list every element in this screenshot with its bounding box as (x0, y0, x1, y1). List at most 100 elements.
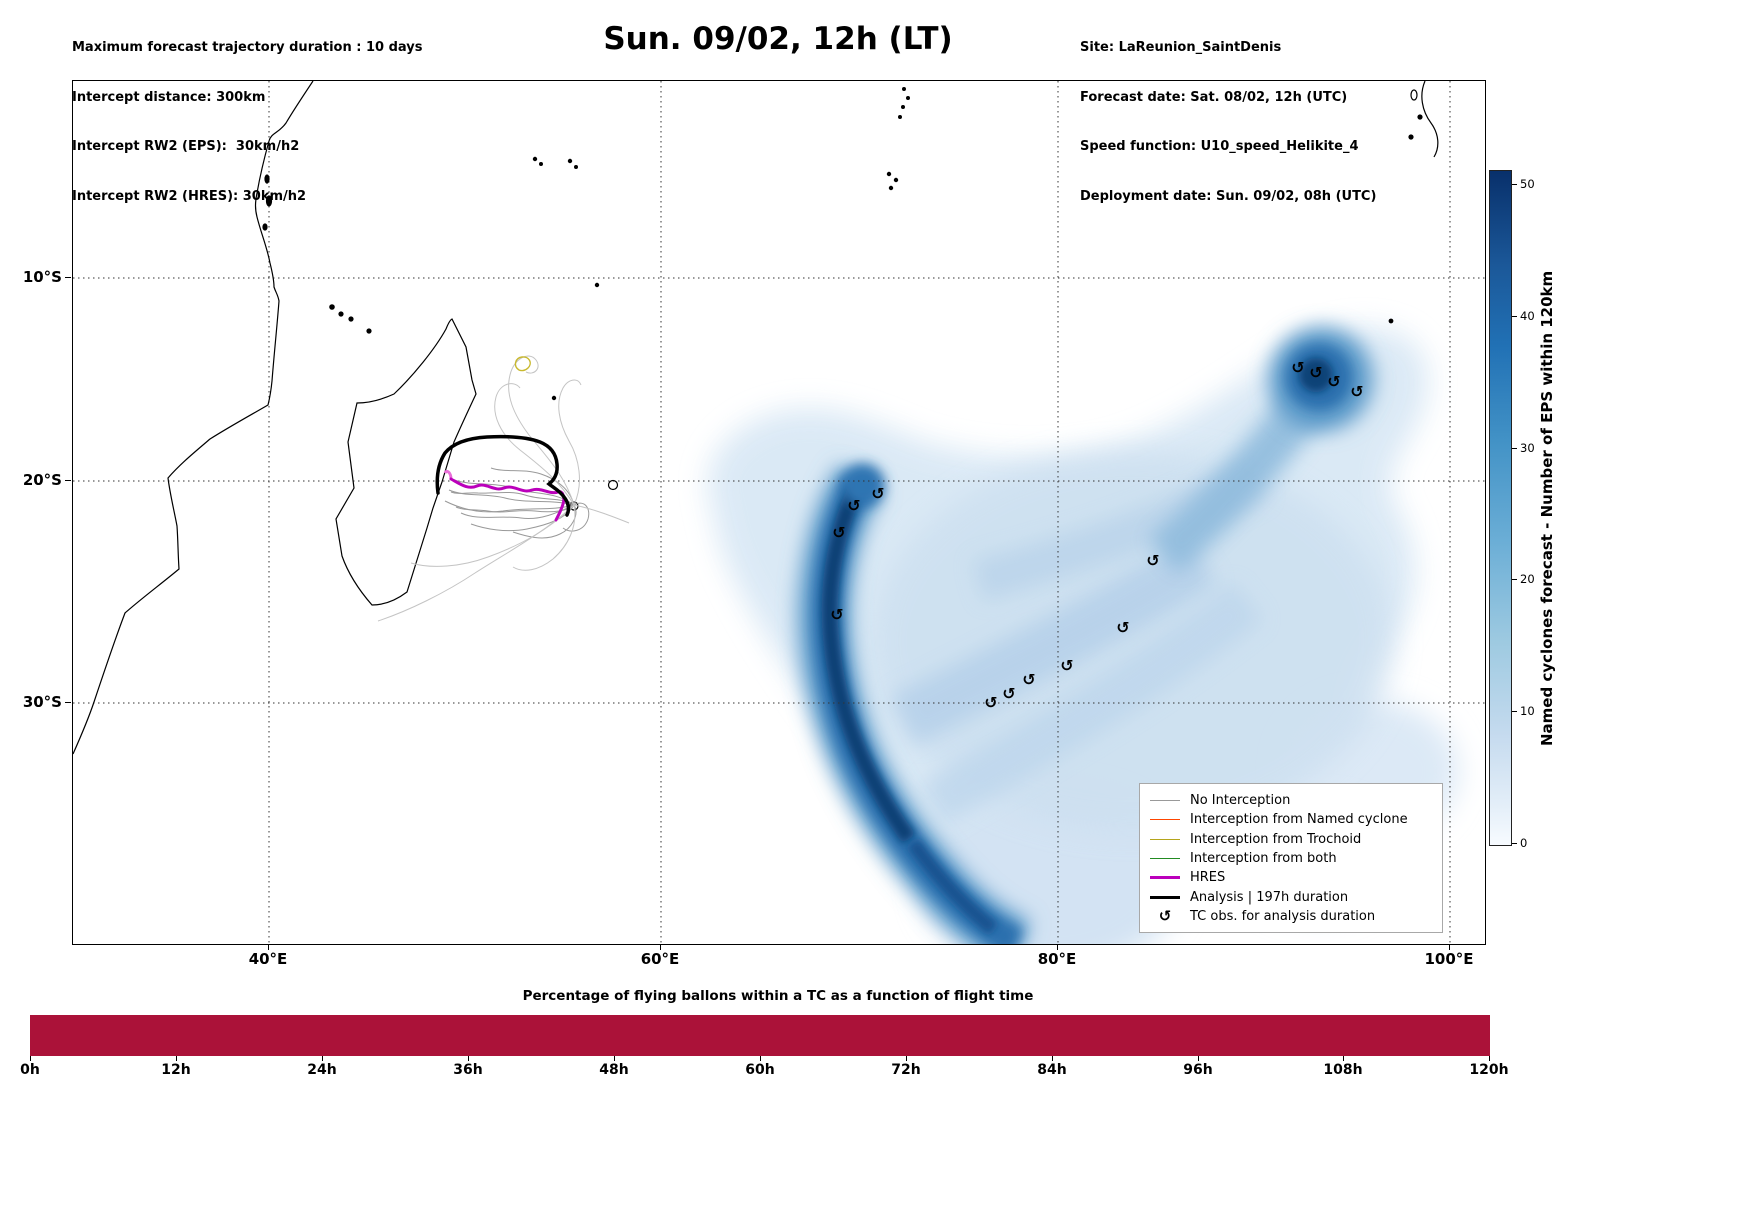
map-canvas: ↺ ↺ ↺ ↺ ↺ ↺ ↺ ↺ ↺ ↺ ↺ ↺ ↺ ↺ (73, 81, 1485, 944)
flight-time-tick-label: 84h (1037, 1062, 1067, 1078)
legend-item-label: Interception from Trochoid (1190, 831, 1362, 847)
legend-item-label: Analysis | 197h duration (1190, 889, 1349, 905)
island-maldives (897, 114, 902, 119)
flight-time-tick-label: 36h (453, 1062, 483, 1078)
legend-item: ↺ TC obs. for analysis duration (1150, 907, 1432, 926)
tc-obs-marker: ↺ (1350, 382, 1363, 401)
tc-obs-marker: ↺ (1327, 372, 1340, 391)
flight-time-tick-label: 0h (20, 1062, 40, 1078)
island-mafia (262, 223, 268, 231)
y-tick-mark (65, 702, 71, 703)
island-maldives (905, 96, 910, 101)
tc-obs-marker-icon: ↺ (1158, 907, 1172, 926)
x-tick-mark (1057, 944, 1058, 950)
flight-time-tick-mark (322, 1056, 323, 1061)
coastlines (73, 81, 1439, 755)
island-comoros (348, 316, 354, 322)
tc-obs-marker: ↺ (1002, 684, 1015, 703)
legend-line-sample (1150, 819, 1180, 821)
colorbar-tick-label: 40 (1520, 309, 1535, 323)
colorbar-tick-label: 30 (1520, 441, 1535, 455)
x-tick-mark (268, 944, 269, 950)
flight-time-tick-label: 72h (891, 1062, 921, 1078)
flight-time-tick-label: 24h (307, 1062, 337, 1078)
madagascar-coastline (335, 318, 477, 606)
x-tick-label: 80°E (1037, 950, 1077, 968)
island-mayotte (366, 328, 372, 334)
legend-line-sample (1150, 895, 1180, 899)
legend-item: No Interception (1150, 791, 1432, 810)
island-comoros (338, 311, 344, 317)
tc-obs-marker: ↺ (1309, 363, 1322, 382)
tc-obs-marker: ↺ (1060, 656, 1073, 675)
header-left-line: Intercept distance: 300km (72, 89, 266, 105)
hres-track (449, 477, 566, 522)
trochoid-segment (514, 356, 531, 372)
y-tick-mark (65, 480, 71, 481)
flight-time-tick-mark (1052, 1056, 1053, 1061)
page-title: Sun. 09/02, 12h (LT) (603, 21, 953, 57)
tc-obs-marker: ↺ (830, 605, 843, 624)
header-left-block: Maximum forecast trajectory duration : 1… (72, 7, 423, 238)
island-seychelles (532, 156, 538, 162)
flight-time-tick-label: 108h (1323, 1062, 1363, 1078)
colorbar-tick-mark (1512, 184, 1517, 185)
x-tick-mark (1449, 944, 1450, 950)
header-left-line: Intercept RW2 (EPS): 30km/h2 (72, 139, 300, 154)
colorbar-tick-mark (1512, 579, 1517, 580)
y-tick-label: 10°S (22, 268, 62, 286)
island-agalega (594, 282, 600, 288)
flight-time-tick-label: 96h (1183, 1062, 1213, 1078)
legend-item: HRES (1150, 868, 1432, 887)
flight-time-tick-mark (906, 1056, 907, 1061)
y-tick-label: 30°S (22, 693, 62, 711)
legend-item: Interception from Trochoid (1150, 830, 1432, 849)
island-seychelles (574, 164, 579, 169)
header-right-line: Site: LaReunion_SaintDenis (1080, 40, 1282, 55)
island (1408, 134, 1414, 140)
legend-item-label: Interception from Named cyclone (1190, 812, 1408, 828)
tc-obs-marker: ↺ (1116, 618, 1129, 637)
header-right-block: Site: LaReunion_SaintDenis Forecast date… (1080, 7, 1376, 238)
legend-line-sample (1150, 858, 1180, 860)
island-zanzibar (265, 195, 273, 207)
analysis-track (435, 434, 571, 517)
colorbar-tick-label: 50 (1520, 177, 1535, 191)
flight-time-tick-mark (1198, 1056, 1199, 1061)
flight-time-tick-mark (1489, 1056, 1490, 1061)
island-mauritius (607, 479, 619, 491)
header-right-line: Speed function: U10_speed_Helikite_4 (1080, 139, 1359, 154)
legend-item-label: No Interception (1190, 793, 1291, 809)
tc-obs-marker: ↺ (1291, 358, 1304, 377)
colorbar-tick-mark (1512, 711, 1517, 712)
flight-time-tick-label: 48h (599, 1062, 629, 1078)
map-legend: No Interception Interception from Named … (1139, 783, 1443, 934)
legend-line-sample (1150, 800, 1180, 802)
flight-time-tick-label: 60h (745, 1062, 775, 1078)
island-seychelles (567, 158, 573, 164)
flight-time-chart-title: Percentage of flying ballons within a TC… (522, 988, 1034, 1004)
header-right-line: Forecast date: Sat. 08/02, 12h (UTC) (1080, 89, 1348, 105)
tc-obs-marker: ↺ (1146, 551, 1159, 570)
legend-item-label: Interception from both (1190, 851, 1337, 867)
flight-time-tick-label: 12h (161, 1062, 191, 1078)
island-chagos (886, 171, 892, 177)
flight-time-bar (30, 1015, 1490, 1056)
island-pemba (264, 174, 270, 184)
island-seychelles (539, 161, 544, 166)
tc-obs-marker: ↺ (871, 484, 884, 503)
tc-obs-marker: ↺ (847, 496, 860, 515)
header-left-line: Intercept RW2 (HRES): 30km/h2 (72, 188, 307, 204)
y-tick-mark (65, 277, 71, 278)
density-field (707, 327, 1458, 944)
island (1410, 89, 1418, 101)
legend-line-sample (1150, 876, 1180, 880)
map-panel: ↺ ↺ ↺ ↺ ↺ ↺ ↺ ↺ ↺ ↺ ↺ ↺ ↺ ↺ No Intercept… (72, 80, 1486, 945)
legend-item-label: TC obs. for analysis duration (1190, 908, 1376, 924)
colorbar-tick-mark (1512, 843, 1517, 844)
x-tick-label: 100°E (1424, 950, 1474, 968)
flight-time-tick-mark (760, 1056, 761, 1061)
island-maldives (901, 86, 906, 91)
island-chagos (888, 185, 894, 191)
flight-time-tick-mark (468, 1056, 469, 1061)
